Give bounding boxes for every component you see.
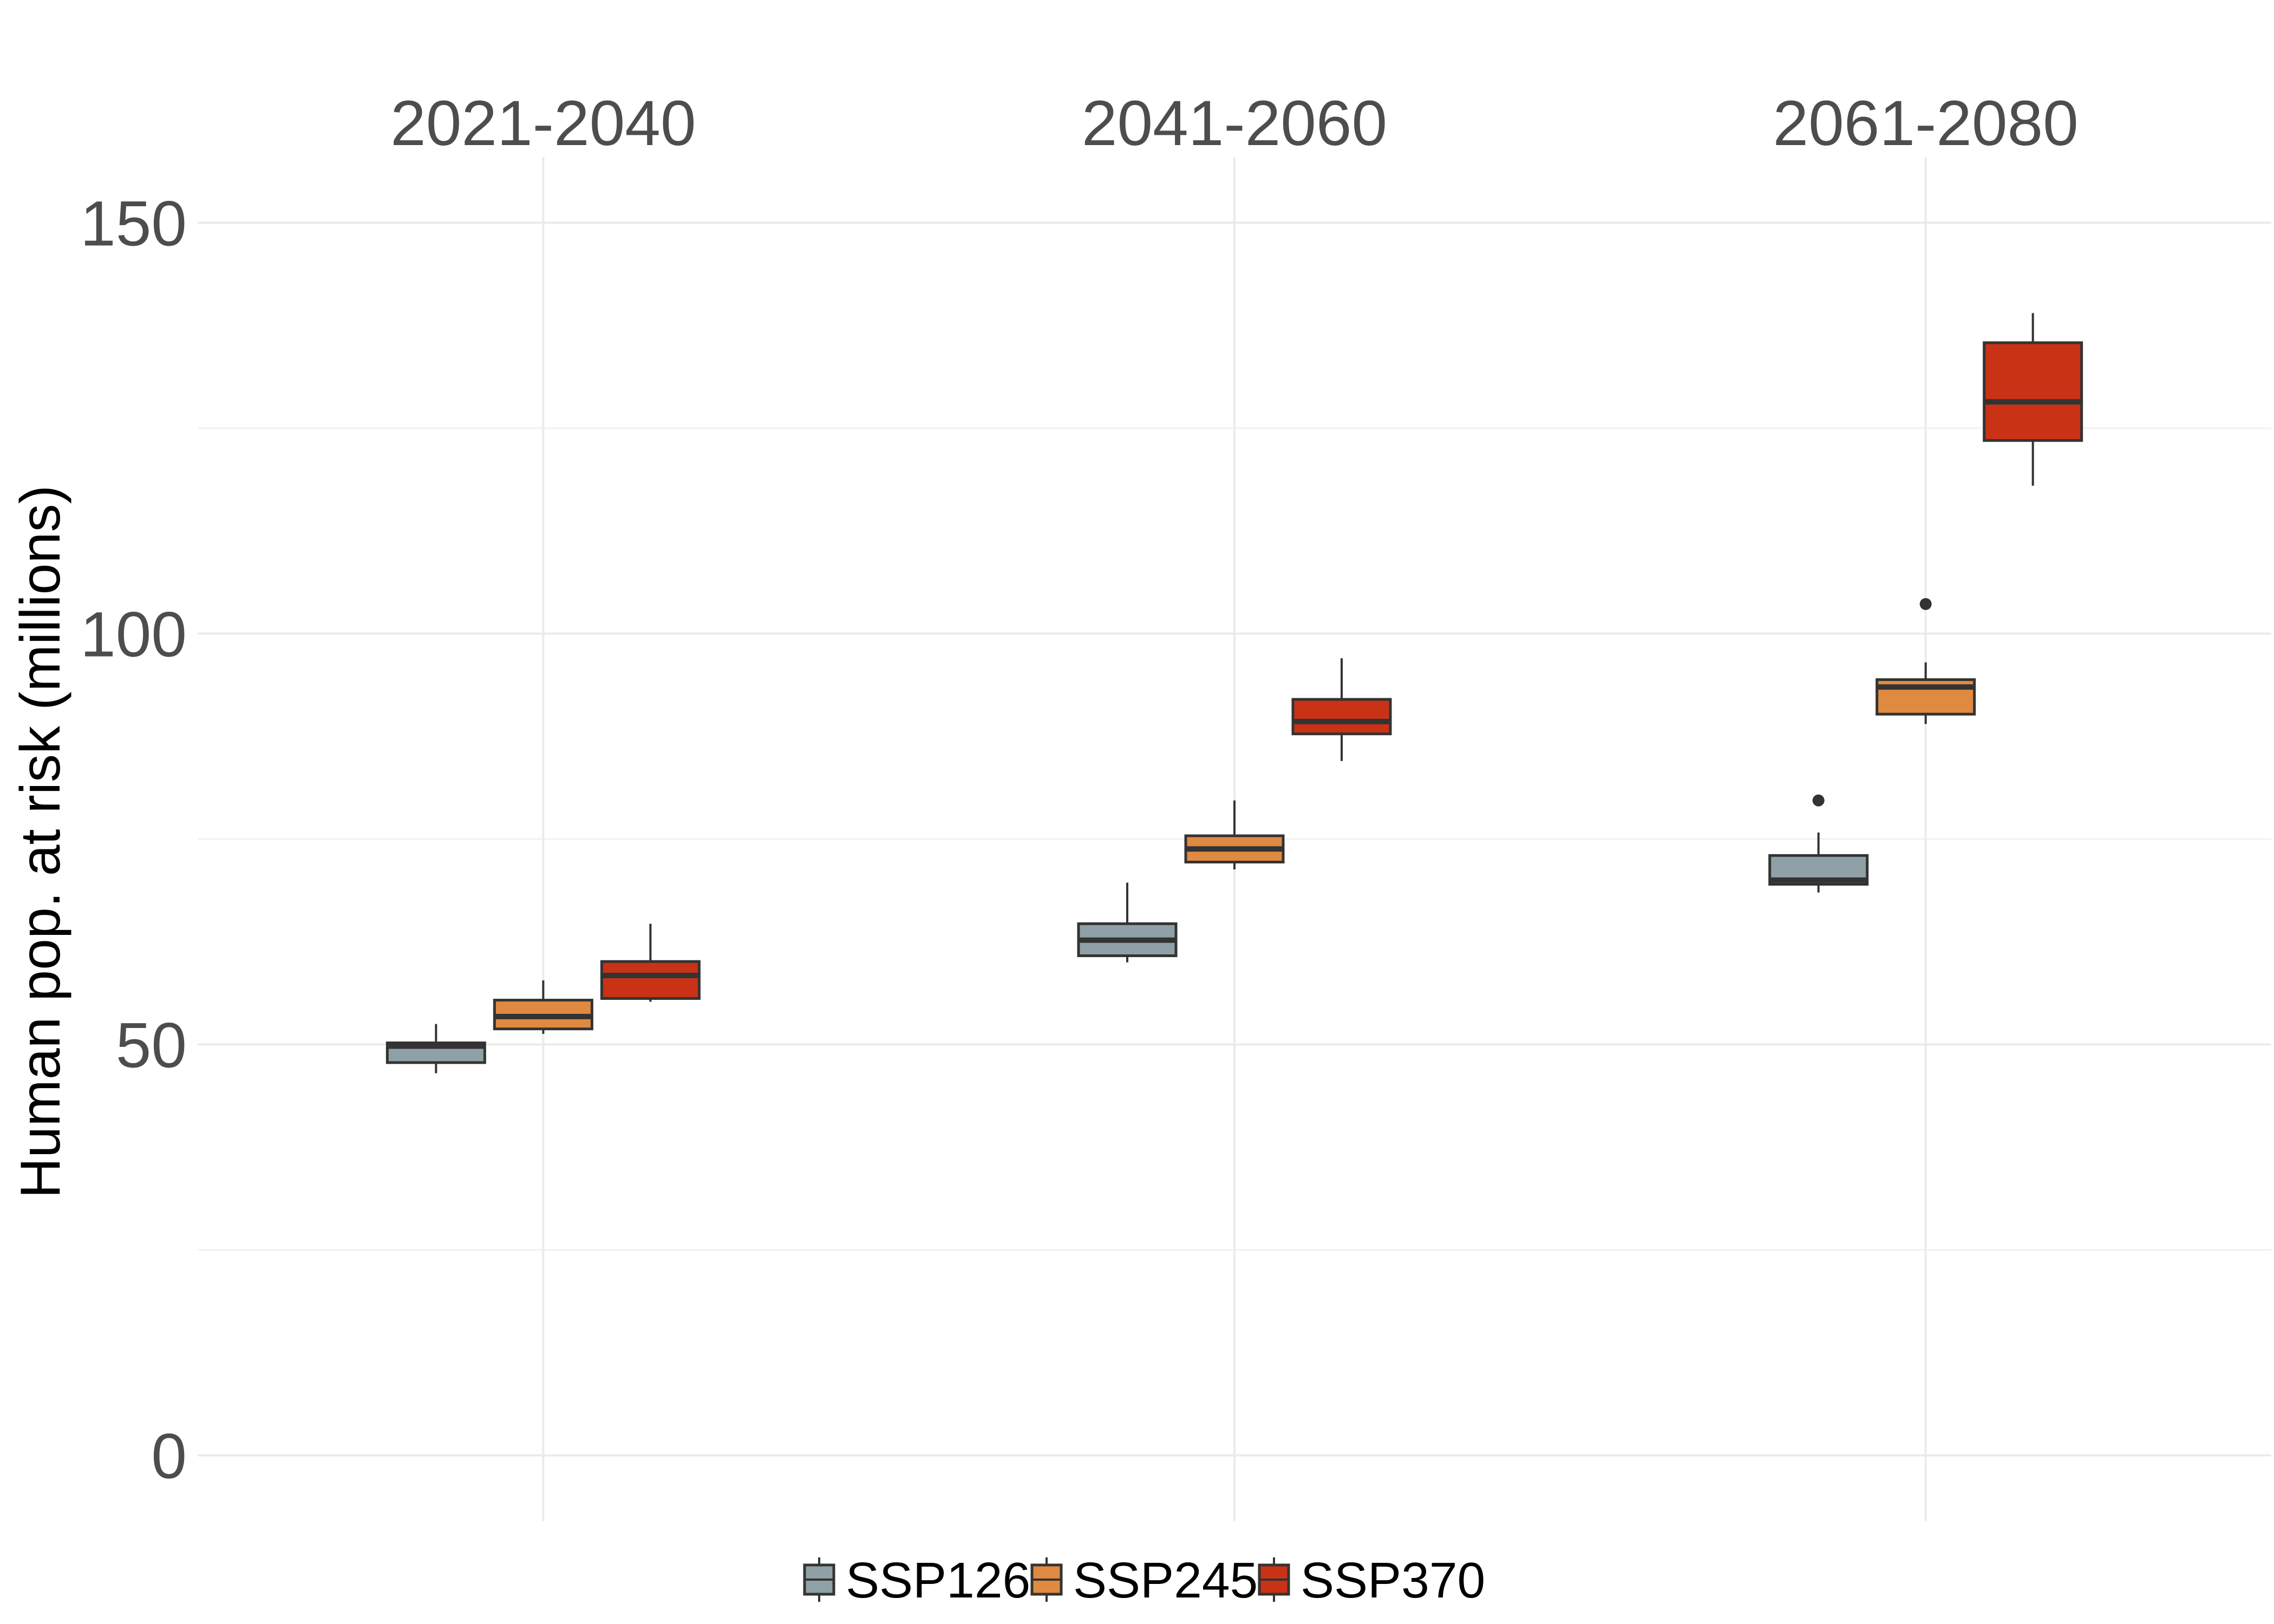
legend-item-ssp245: SSP245 [1030, 1552, 1258, 1608]
box-ssp370-2041-2060 [1291, 658, 1392, 761]
outlier-point [1812, 794, 1825, 807]
box-ssp126-2021-2040 [385, 1024, 486, 1073]
legend-item-ssp370: SSP370 [1258, 1552, 1485, 1608]
box-ssp245-2041-2060 [1184, 800, 1285, 870]
box-ssp245-2061-2080 [1876, 598, 1976, 724]
box-ssp126-2061-2080 [1768, 794, 1869, 893]
boxes [385, 313, 2083, 1073]
y-axis-tick-labels: 0 50 100 150 [80, 188, 187, 1492]
box-body [1291, 698, 1392, 736]
legend-label: SSP126 [846, 1552, 1030, 1608]
outlier-point [1919, 598, 1932, 610]
box-ssp370-2061-2080 [1983, 313, 2083, 486]
y-tick-label: 150 [80, 188, 187, 259]
facet-labels: 2021-2040 2041-2060 2061-2080 [390, 88, 2079, 159]
y-axis-title: Human pop. at risk (millions) [9, 485, 72, 1199]
legend-label: SSP370 [1301, 1552, 1485, 1608]
y-tick-label: 50 [116, 1010, 187, 1082]
facet-label: 2041-2060 [1082, 88, 1387, 159]
y-tick-label: 0 [151, 1421, 187, 1492]
box-ssp245-2021-2040 [493, 980, 593, 1034]
legend-label: SSP245 [1073, 1552, 1258, 1608]
box-ssp126-2041-2060 [1077, 882, 1178, 962]
facet-label: 2021-2040 [390, 88, 696, 159]
legend-item-ssp126: SSP126 [803, 1552, 1030, 1608]
y-tick-label: 100 [80, 599, 187, 670]
facet-label: 2061-2080 [1773, 88, 2079, 159]
box-body [1983, 341, 2083, 442]
box-ssp370-2021-2040 [600, 924, 701, 1002]
legend: SSP126 SSP245 SSP370 [803, 1552, 1485, 1608]
box-body [600, 960, 701, 1000]
